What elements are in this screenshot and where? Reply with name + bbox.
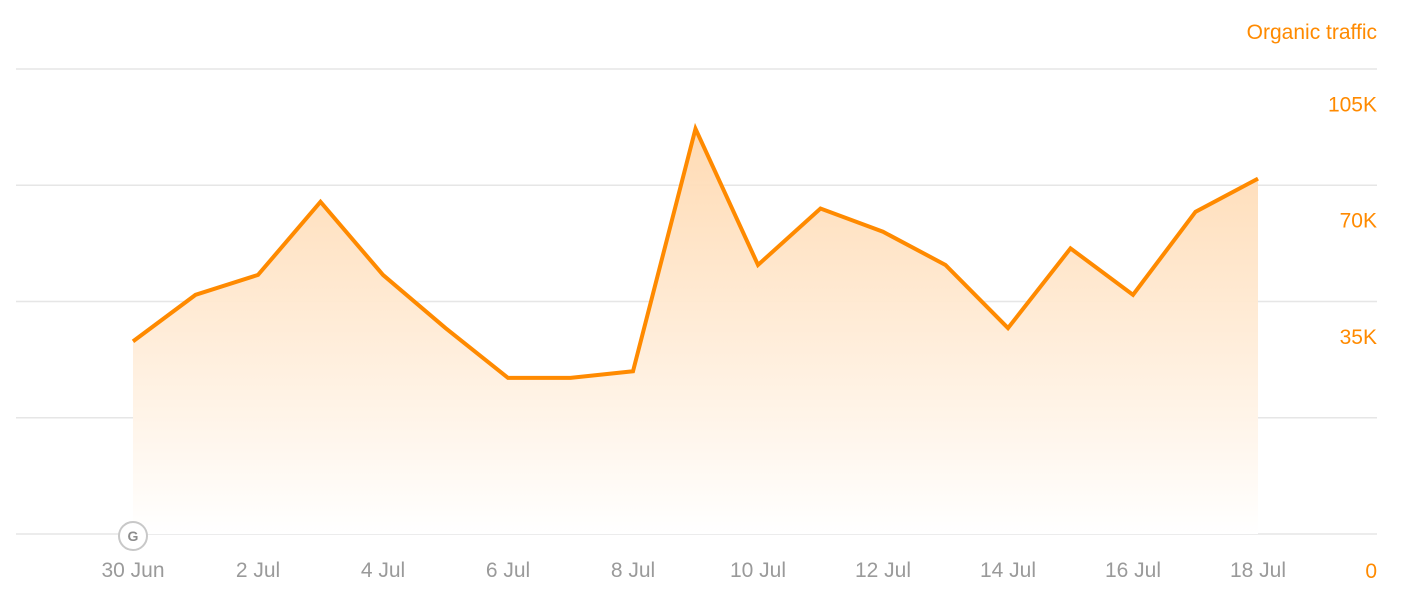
x-tick-label-2: 4 Jul	[361, 559, 405, 582]
series-line-layer	[130, 122, 1261, 381]
data-point-1[interactable]	[193, 292, 199, 298]
data-point-2[interactable]	[255, 272, 261, 278]
y-tick-label-1: 35K	[1340, 326, 1377, 349]
data-point-8[interactable]	[630, 368, 636, 374]
data-point-5[interactable]	[443, 325, 449, 331]
y-tick-label-3: 105K	[1328, 93, 1377, 116]
data-point-15[interactable]	[1068, 245, 1074, 251]
x-tick-label-9: 18 Jul	[1230, 559, 1286, 582]
x-tick-label-7: 14 Jul	[980, 559, 1036, 582]
annotation-marker-label: G	[128, 528, 139, 544]
google-update-icon[interactable]: G	[118, 521, 148, 551]
x-tick-label-8: 16 Jul	[1105, 559, 1161, 582]
annotation-markers: G	[118, 521, 148, 551]
y-tick-label-2: 70K	[1340, 210, 1377, 233]
y-tick-label-0: 0	[1365, 560, 1377, 583]
series-area-fill	[133, 128, 1258, 535]
x-tick-label-4: 8 Jul	[611, 559, 655, 582]
data-point-17[interactable]	[1193, 209, 1199, 215]
x-axis-ticks: 30 Jun 2 Jul 4 Jul 6 Jul 8 Jul 10 Jul 12 Jul 14…	[101, 559, 1286, 582]
x-tick-label-0: 30 Jun	[101, 559, 164, 582]
data-point-0[interactable]	[130, 338, 136, 344]
data-point-4[interactable]	[380, 272, 386, 278]
annotation-marker-circle	[118, 521, 148, 551]
data-point-3[interactable]	[318, 199, 324, 205]
x-tick-label-5: 10 Jul	[730, 559, 786, 582]
data-point-16[interactable]	[1130, 292, 1136, 298]
data-point-7[interactable]	[568, 375, 574, 381]
x-tick-label-6: 12 Jul	[855, 559, 911, 582]
data-point-6[interactable]	[505, 375, 511, 381]
area-fill-layer	[133, 128, 1258, 535]
data-point-14[interactable]	[1005, 325, 1011, 331]
data-point-11[interactable]	[818, 206, 824, 212]
data-point-10[interactable]	[755, 262, 761, 268]
x-tick-label-1: 2 Jul	[236, 559, 280, 582]
data-point-12[interactable]	[880, 229, 886, 235]
y-axis-ticks: 035K70K105K140K	[1328, 93, 1377, 583]
data-point-18[interactable]	[1255, 176, 1261, 182]
data-point-9[interactable]	[693, 126, 699, 132]
data-point-13[interactable]	[943, 262, 949, 268]
y-axis-title: Organic traffic	[1247, 21, 1377, 44]
series-line-organic-traffic[interactable]	[131, 122, 1259, 380]
x-tick-label-3: 6 Jul	[486, 559, 530, 582]
